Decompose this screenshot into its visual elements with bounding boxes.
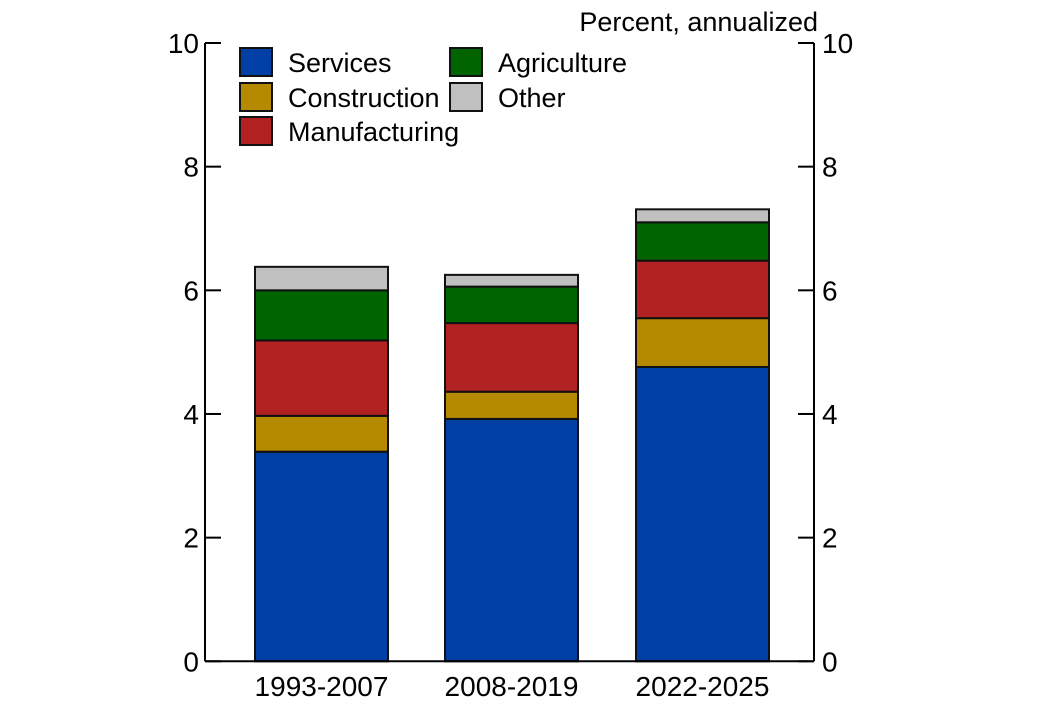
right-tick-label: 2 (822, 523, 838, 554)
legend-swatch-manufacturing (239, 116, 273, 146)
legend-swatch-construction (239, 82, 273, 112)
legend-swatch-agriculture (449, 47, 483, 77)
bar-segment-other (635, 208, 770, 224)
bar-segment-manufacturing (444, 322, 579, 393)
legend-label: Construction (288, 83, 440, 113)
legend-swatch-services (239, 47, 273, 77)
bar-segment-agriculture (444, 285, 579, 325)
legend-label: Other (498, 83, 566, 113)
bar-segment-construction (254, 414, 389, 453)
right-tick-label: 10 (822, 28, 853, 59)
left-tick-label: 0 (183, 646, 199, 677)
bar-segment-services (254, 450, 389, 663)
legend: Services Construction Manufacturing Agricul… (239, 47, 627, 147)
right-tick-label: 4 (822, 399, 838, 430)
right-tick-label: 8 (822, 152, 838, 183)
x-tick-label: 1993-2007 (255, 671, 389, 702)
left-tick-label: 4 (183, 399, 199, 430)
bar-segment-other (444, 273, 579, 288)
legend-label: Manufacturing (288, 117, 459, 147)
left-tick-label: 8 (183, 152, 199, 183)
left-tick-label: 6 (183, 275, 199, 306)
bar-segment-construction (635, 317, 770, 368)
bar-segment-construction (444, 390, 579, 420)
legend-label: Agriculture (498, 48, 627, 78)
legend-label: Services (288, 48, 392, 78)
bar-segment-other (254, 265, 389, 292)
axes: 0 0 2 2 4 4 6 6 8 8 10 10 1993-2007 2008-2019 2022-202… (168, 28, 853, 702)
bar-segment-manufacturing (635, 259, 770, 320)
left-tick-label: 10 (168, 28, 199, 59)
bar-segment-manufacturing (254, 339, 389, 417)
bar-segment-services (444, 417, 579, 663)
bar-segment-agriculture (635, 221, 770, 262)
units-label: Percent, annualized (579, 7, 818, 37)
legend-swatch-other (449, 82, 483, 112)
x-tick-label: 2022-2025 (636, 671, 770, 702)
x-tick-label: 2008-2019 (445, 671, 579, 702)
right-tick-label: 0 (822, 646, 838, 677)
bar-segment-agriculture (254, 289, 389, 342)
bar-segment-services (635, 365, 770, 663)
bars (254, 208, 770, 663)
right-tick-label: 6 (822, 275, 838, 306)
left-tick-label: 2 (183, 523, 199, 554)
